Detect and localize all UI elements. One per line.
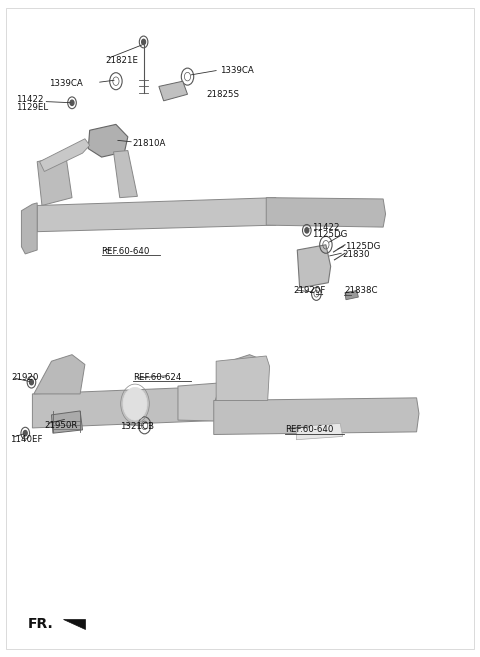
Polygon shape: [114, 150, 137, 198]
Text: 1125DG: 1125DG: [312, 231, 347, 239]
Polygon shape: [39, 139, 90, 171]
Polygon shape: [266, 198, 385, 227]
Circle shape: [142, 39, 145, 45]
Polygon shape: [296, 423, 343, 440]
Text: 1125DG: 1125DG: [345, 242, 380, 251]
Polygon shape: [63, 619, 85, 629]
Text: 21810A: 21810A: [132, 139, 166, 148]
Text: REF.60-624: REF.60-624: [132, 373, 181, 382]
Text: 21950R: 21950R: [44, 421, 78, 430]
Text: FR.: FR.: [28, 617, 53, 631]
Text: 21838C: 21838C: [344, 286, 378, 295]
Circle shape: [70, 100, 74, 105]
Text: 21821E: 21821E: [106, 56, 138, 65]
Text: REF.60-640: REF.60-640: [285, 425, 334, 434]
Circle shape: [30, 380, 34, 385]
Polygon shape: [345, 290, 359, 300]
Text: 11422: 11422: [16, 95, 43, 104]
Text: 21920: 21920: [11, 373, 38, 382]
Text: 1140EF: 1140EF: [10, 435, 42, 444]
Polygon shape: [34, 355, 85, 394]
Text: 1339CA: 1339CA: [49, 79, 83, 87]
Circle shape: [123, 388, 147, 420]
Circle shape: [305, 228, 309, 233]
Text: 11422: 11422: [312, 223, 339, 232]
Polygon shape: [22, 203, 37, 254]
Text: 1129EL: 1129EL: [16, 103, 48, 112]
Text: 21920F: 21920F: [293, 286, 326, 295]
Text: REF.60-640: REF.60-640: [102, 247, 150, 256]
Circle shape: [24, 430, 27, 436]
Polygon shape: [37, 155, 72, 206]
Text: 21825S: 21825S: [206, 90, 240, 99]
Polygon shape: [37, 198, 278, 232]
Polygon shape: [178, 382, 235, 421]
Polygon shape: [33, 386, 229, 428]
Text: 1339CA: 1339CA: [220, 66, 254, 75]
Polygon shape: [214, 398, 419, 434]
Polygon shape: [88, 124, 128, 157]
Polygon shape: [297, 245, 331, 288]
Text: 1321CB: 1321CB: [120, 422, 154, 431]
Polygon shape: [216, 356, 270, 401]
Text: 21830: 21830: [343, 250, 370, 259]
Polygon shape: [215, 355, 266, 401]
Polygon shape: [159, 81, 188, 101]
Polygon shape: [51, 411, 83, 433]
